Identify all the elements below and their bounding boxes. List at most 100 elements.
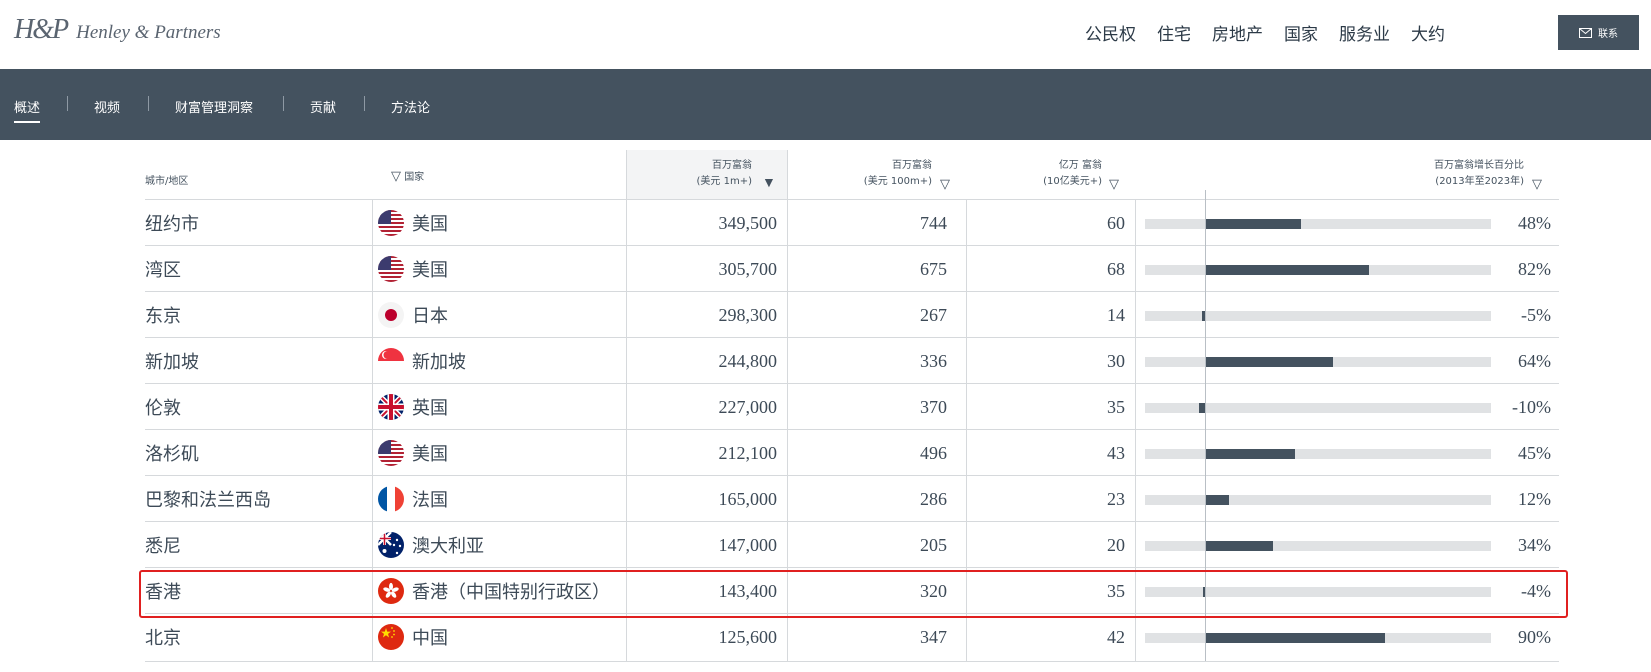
billionaires-value: 20 bbox=[1107, 534, 1125, 555]
sort-triangle-icon[interactable]: ▽ bbox=[1109, 176, 1119, 191]
centimillionaires-value: 496 bbox=[920, 442, 947, 463]
logo-mark: H&P bbox=[14, 14, 69, 45]
table-row[interactable]: 纽约市 美国 349,500 744 60 48% bbox=[145, 199, 1559, 246]
nav-residence[interactable]: 住宅 bbox=[1157, 25, 1191, 45]
column-divider bbox=[966, 199, 967, 662]
growth-percent: 90% bbox=[1518, 626, 1551, 647]
growth-bar-fill bbox=[1205, 495, 1229, 505]
au-flag-icon bbox=[378, 532, 404, 558]
col-header-country-label: 国家 bbox=[404, 172, 425, 183]
logo[interactable]: H&P Henley & Partners bbox=[14, 14, 221, 46]
country-cell: 美国 bbox=[378, 200, 628, 246]
table-row[interactable]: 香港 香港（中国特别行政区） 143,400 320 35 -4% bbox=[145, 567, 1559, 614]
city-name: 东京 bbox=[145, 306, 181, 326]
billionaires-value: 30 bbox=[1107, 350, 1125, 371]
sort-triangle-icon[interactable]: ▽ bbox=[940, 176, 950, 191]
city-name: 湾区 bbox=[145, 260, 181, 280]
jp-flag-icon bbox=[378, 302, 404, 328]
table-row[interactable]: 巴黎和法兰西岛 法国 165,000 286 23 12% bbox=[145, 475, 1559, 522]
col-header-growth-l2: (2013年至2023年) bbox=[1435, 176, 1524, 187]
growth-bar-fill bbox=[1205, 541, 1273, 551]
nav-about[interactable]: 大约 bbox=[1411, 25, 1445, 45]
uk-flag-icon bbox=[378, 394, 404, 420]
growth-bar-fill bbox=[1205, 633, 1385, 643]
column-divider bbox=[1135, 199, 1136, 662]
contact-button[interactable]: 联系 bbox=[1558, 15, 1639, 50]
nav-divider bbox=[364, 96, 365, 111]
nav-countries[interactable]: 国家 bbox=[1284, 25, 1318, 45]
growth-percent: 45% bbox=[1518, 442, 1551, 463]
country-cell: 英国 bbox=[378, 384, 628, 430]
growth-bar-track bbox=[1145, 495, 1491, 505]
centimillionaires-value: 744 bbox=[920, 212, 947, 233]
country-name: 日本 bbox=[412, 306, 448, 326]
us-flag-icon bbox=[378, 210, 404, 236]
nav-real-estate[interactable]: 房地产 bbox=[1212, 25, 1263, 45]
centimillionaires-value: 205 bbox=[920, 534, 947, 555]
centimillionaires-value: 267 bbox=[920, 304, 947, 325]
us-flag-icon bbox=[378, 256, 404, 282]
sorted-column-bg bbox=[626, 150, 787, 199]
country-name: 英国 bbox=[412, 398, 448, 418]
col-header-millionaires-l1: 百万富翁 bbox=[712, 160, 752, 171]
sort-triangle-icon[interactable]: ▽ bbox=[1532, 176, 1542, 191]
growth-percent: -4% bbox=[1521, 580, 1551, 601]
country-cell: 澳大利亚 bbox=[378, 522, 628, 568]
nav-services[interactable]: 服务业 bbox=[1339, 25, 1390, 45]
growth-percent: -5% bbox=[1521, 304, 1551, 325]
city-name: 香港 bbox=[145, 582, 181, 602]
col-header-billionaires[interactable]: 亿万 富翁 (10亿美元+) bbox=[990, 158, 1102, 190]
logo-text: Henley & Partners bbox=[76, 22, 221, 43]
tab-videos[interactable]: 视频 bbox=[94, 101, 121, 116]
growth-bar-fill bbox=[1199, 403, 1205, 413]
col-header-growth[interactable]: 百万富翁增长百分比 (2013年至2023年) bbox=[1380, 158, 1524, 190]
growth-bar-track bbox=[1145, 403, 1491, 413]
col-header-city[interactable]: 城市/地区 bbox=[145, 176, 189, 187]
centimillionaires-value: 320 bbox=[920, 580, 947, 601]
sort-desc-icon[interactable]: ▼ bbox=[762, 176, 776, 191]
tab-overview[interactable]: 概述 bbox=[14, 97, 41, 123]
tab-wealth-insights[interactable]: 财富管理洞察 bbox=[175, 101, 254, 116]
millionaires-value: 298,300 bbox=[718, 304, 778, 325]
sort-triangle-icon: ▽ bbox=[391, 169, 401, 184]
millionaires-value: 147,000 bbox=[718, 534, 778, 555]
growth-bar-track bbox=[1145, 541, 1491, 551]
table-row[interactable]: 悉尼 澳大利亚 147,000 205 20 34% bbox=[145, 521, 1559, 568]
column-divider bbox=[626, 150, 627, 662]
millionaires-value: 212,100 bbox=[718, 442, 778, 463]
col-header-millionaires[interactable]: 百万富翁 (美元 1m+) bbox=[640, 158, 752, 190]
table-row[interactable]: 北京 中国 125,600 347 42 90% bbox=[145, 613, 1559, 660]
nav-citizenship[interactable]: 公民权 bbox=[1085, 25, 1136, 45]
growth-bar-fill bbox=[1205, 265, 1369, 275]
table-row[interactable]: 伦敦 英国 227,000 370 35 -10% bbox=[145, 383, 1559, 430]
country-name: 中国 bbox=[412, 628, 448, 648]
millionaires-value: 143,400 bbox=[718, 580, 778, 601]
centimillionaires-value: 347 bbox=[920, 626, 947, 647]
country-name: 香港（中国特别行政区） bbox=[412, 582, 610, 602]
country-cell: 法国 bbox=[378, 476, 628, 522]
city-name: 新加坡 bbox=[145, 352, 199, 372]
country-name: 美国 bbox=[412, 260, 448, 280]
millionaires-value: 125,600 bbox=[718, 626, 778, 647]
city-name: 北京 bbox=[145, 628, 181, 648]
billionaires-value: 14 bbox=[1107, 304, 1125, 325]
millionaires-value: 227,000 bbox=[718, 396, 778, 417]
table-row[interactable]: 新加坡 新加坡 244,800 336 30 64% bbox=[145, 337, 1559, 384]
growth-percent: 82% bbox=[1518, 258, 1551, 279]
col-header-billi-l2: (10亿美元+) bbox=[1043, 176, 1102, 187]
col-header-billi-l1: 亿万 富翁 bbox=[1058, 160, 1102, 171]
col-header-centimillionaires[interactable]: 百万富翁 (美元 100m+) bbox=[820, 158, 932, 190]
tab-contributors[interactable]: 贡献 bbox=[310, 101, 337, 116]
city-name: 洛杉矶 bbox=[145, 444, 199, 464]
table-row[interactable]: 洛杉矶 美国 212,100 496 43 45% bbox=[145, 429, 1559, 476]
centimillionaires-value: 336 bbox=[920, 350, 947, 371]
table-row[interactable]: 湾区 美国 305,700 675 68 82% bbox=[145, 245, 1559, 292]
table-row[interactable]: 东京 日本 298,300 267 14 -5% bbox=[145, 291, 1559, 338]
growth-percent: 64% bbox=[1518, 350, 1551, 371]
col-header-country[interactable]: ▽ 国家 bbox=[391, 169, 424, 186]
tab-methodology[interactable]: 方法论 bbox=[391, 101, 431, 116]
billionaires-value: 60 bbox=[1107, 212, 1125, 233]
country-name: 新加坡 bbox=[412, 352, 466, 372]
col-header-centi-l2: (美元 100m+) bbox=[863, 176, 932, 187]
nav-divider bbox=[67, 96, 68, 111]
